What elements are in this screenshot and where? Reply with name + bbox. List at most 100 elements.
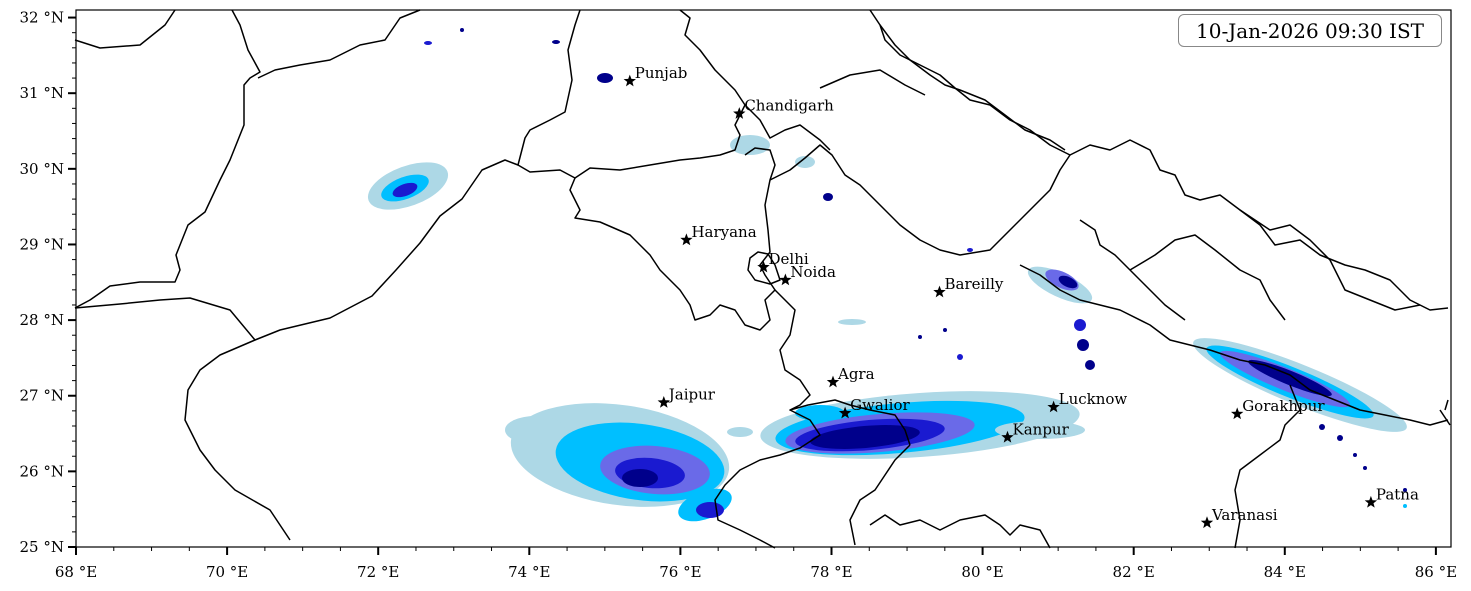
star-icon	[1231, 407, 1244, 420]
star-icon	[826, 375, 840, 388]
star-icon	[1001, 430, 1014, 443]
tibet-border	[879, 24, 1066, 151]
rajasthan-west-border	[184, 339, 291, 541]
precip-region-level5	[1058, 275, 1078, 289]
city-marker-chandigarh: Chandigarh	[733, 97, 834, 119]
precip-region-level5	[1353, 453, 1357, 457]
rajasthan-mp-border	[714, 409, 821, 549]
nepal-internal-3	[1239, 209, 1421, 311]
y-tick-label: 25 °N	[20, 538, 64, 556]
precip-region-level5	[622, 469, 658, 487]
precip-region-level5	[552, 40, 560, 44]
haryana-border	[569, 147, 776, 331]
pakistan-border	[74, 9, 261, 309]
precip-region-level5	[943, 328, 947, 332]
uttarakhand-border	[769, 9, 1071, 256]
nepal-border	[1069, 139, 1449, 311]
up-bihar-border	[1234, 384, 1301, 549]
precip-region-level5	[1319, 424, 1325, 430]
star-icon	[657, 396, 670, 408]
x-tick-label: 86 °E	[1415, 563, 1457, 581]
x-tick-label: 70 °E	[206, 563, 248, 581]
state-borders	[74, 9, 1451, 549]
timestamp-text: 10-Jan-2026 09:30 IST	[1196, 18, 1424, 43]
precip-region-level2	[795, 405, 845, 421]
precip-region-level1	[727, 427, 753, 437]
city-label: Noida	[790, 263, 836, 281]
y-tick-label: 31 °N	[20, 84, 64, 102]
city-marker-gwalior: Gwalior	[838, 396, 910, 419]
y-tick-label: 30 °N	[20, 160, 64, 178]
x-tick-label: 82 °E	[1113, 563, 1155, 581]
precip-region-level5	[460, 28, 464, 32]
star-icon	[838, 406, 852, 419]
precip-region-level5	[1085, 360, 1095, 370]
india-pak-border	[74, 9, 581, 341]
punjab-border	[517, 9, 746, 179]
precip-region-level5	[1363, 466, 1367, 470]
city-label: Gwalior	[850, 396, 910, 414]
star-icon	[933, 285, 946, 298]
precip-region-level4	[424, 41, 432, 45]
precip-region-level1	[730, 135, 770, 155]
map-frame: 68 °E 70 °E 72 °E 74 °E 76 °E 78 °E 80 °E 82 °E…	[20, 9, 1458, 581]
x-tick-label: 68 °E	[55, 563, 97, 581]
precip-region-level4	[967, 248, 973, 252]
city-marker-lucknow: Lucknow	[1047, 390, 1128, 413]
city-marker-delhi: Delhi	[757, 250, 809, 273]
city-label: Varanasi	[1211, 506, 1278, 524]
x-tick-label: 84 °E	[1264, 563, 1306, 581]
y-tick-label: 28 °N	[20, 311, 64, 329]
city-marker-varanasi: Varanasi	[1200, 506, 1278, 529]
y-tick-label: 32 °N	[20, 9, 64, 27]
precip-region-level1	[795, 156, 815, 168]
x-tick-label: 80 °E	[961, 563, 1003, 581]
precip-region-level5	[1248, 359, 1332, 397]
precip-region-level5	[918, 335, 922, 339]
timestamp-label: 10-Jan-2026 09:30 IST	[1178, 14, 1442, 47]
star-icon	[680, 233, 693, 246]
x-tick-label: 72 °E	[357, 563, 399, 581]
city-marker-noida: Noida	[779, 263, 836, 286]
kashmir-border	[257, 9, 421, 79]
precip-region-level1	[995, 421, 1085, 439]
city-label: Agra	[837, 365, 875, 383]
precip-region-level5	[1337, 435, 1343, 441]
precip-region-level4	[957, 354, 963, 360]
star-icon	[757, 260, 770, 273]
precip-region-level4	[696, 502, 724, 518]
star-icon	[1047, 400, 1060, 413]
star-icon	[779, 273, 792, 286]
y-tick-label: 26 °N	[20, 462, 64, 480]
city-label: Lucknow	[1059, 390, 1128, 408]
precip-region-level1	[838, 319, 866, 325]
precip-region-level2	[1403, 504, 1407, 508]
star-icon	[1200, 516, 1214, 529]
delhi-border	[747, 251, 781, 285]
city-marker-punjab: Punjab	[623, 64, 688, 87]
precip-region-level5	[823, 193, 833, 201]
bihar-border	[1439, 399, 1451, 426]
city-label: Jaipur	[667, 386, 716, 404]
precip-region-level5	[1403, 488, 1407, 492]
himachal-border	[744, 104, 831, 151]
mp-south-border	[869, 514, 1051, 549]
city-marker-agra: Agra	[826, 365, 875, 388]
city-label: Haryana	[691, 223, 756, 241]
city-label: Gorakhpur	[1242, 397, 1325, 415]
nepal-internal-2	[1129, 234, 1286, 321]
star-icon	[1364, 495, 1378, 508]
plot-border	[75, 9, 1452, 548]
city-marker-kanpur: Kanpur	[1001, 420, 1070, 443]
x-tick-label: 74 °E	[508, 563, 550, 581]
nepal-internal-1	[1079, 219, 1186, 321]
x-tick-label: 78 °E	[810, 563, 852, 581]
nepal-south-border	[1019, 264, 1449, 426]
city-label: Punjab	[635, 64, 688, 82]
precip-region-level1	[505, 416, 565, 444]
x-tick-label: 76 °E	[659, 563, 701, 581]
afghan-border	[74, 9, 176, 49]
city-marker-patna: Patna	[1364, 485, 1419, 508]
city-marker-bareilly: Bareilly	[933, 275, 1004, 298]
